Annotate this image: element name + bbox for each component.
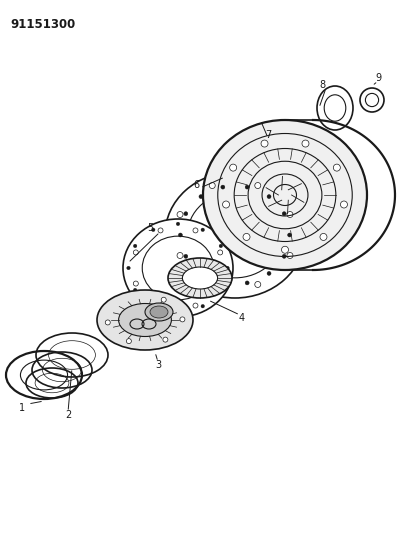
Circle shape <box>105 320 110 325</box>
Circle shape <box>178 233 182 237</box>
Circle shape <box>163 337 168 342</box>
Text: 5: 5 <box>147 223 153 233</box>
Circle shape <box>177 253 183 259</box>
Circle shape <box>267 271 271 276</box>
Circle shape <box>161 297 166 302</box>
Circle shape <box>230 164 237 171</box>
Circle shape <box>152 304 155 308</box>
Text: 4: 4 <box>239 313 245 323</box>
Circle shape <box>221 185 225 189</box>
Circle shape <box>133 244 137 248</box>
Circle shape <box>221 281 225 285</box>
Circle shape <box>243 233 250 240</box>
Circle shape <box>152 228 155 232</box>
Circle shape <box>193 228 198 233</box>
Circle shape <box>218 281 223 286</box>
Circle shape <box>288 233 292 237</box>
Circle shape <box>255 281 261 287</box>
Circle shape <box>302 140 309 147</box>
Circle shape <box>333 164 340 171</box>
Text: 3: 3 <box>155 360 161 370</box>
Circle shape <box>282 254 286 259</box>
Circle shape <box>219 288 223 292</box>
Ellipse shape <box>150 306 168 318</box>
Circle shape <box>199 271 203 276</box>
Circle shape <box>218 250 223 255</box>
Circle shape <box>287 253 293 259</box>
Circle shape <box>201 228 205 232</box>
Circle shape <box>127 266 130 270</box>
Circle shape <box>184 212 188 216</box>
Circle shape <box>199 195 203 199</box>
Circle shape <box>209 182 215 189</box>
Text: 1: 1 <box>19 403 25 413</box>
Text: 7: 7 <box>265 130 271 140</box>
Circle shape <box>133 288 137 292</box>
Circle shape <box>209 281 215 287</box>
Circle shape <box>226 266 229 270</box>
Text: 2: 2 <box>65 410 71 420</box>
Text: 91151300: 91151300 <box>10 18 75 31</box>
Circle shape <box>177 212 183 217</box>
Circle shape <box>126 338 131 344</box>
Circle shape <box>201 304 205 308</box>
Circle shape <box>287 212 293 217</box>
Ellipse shape <box>123 219 233 317</box>
Circle shape <box>219 244 223 248</box>
Ellipse shape <box>165 172 305 298</box>
Circle shape <box>193 303 198 308</box>
Circle shape <box>320 233 327 240</box>
Circle shape <box>133 250 138 255</box>
Ellipse shape <box>168 258 232 298</box>
Ellipse shape <box>142 236 214 300</box>
Ellipse shape <box>203 120 367 270</box>
Circle shape <box>282 212 286 216</box>
Ellipse shape <box>145 303 173 321</box>
Circle shape <box>255 182 261 189</box>
Ellipse shape <box>182 267 217 289</box>
Circle shape <box>261 140 268 147</box>
Text: 8: 8 <box>319 80 325 90</box>
Text: 9: 9 <box>375 73 381 83</box>
Circle shape <box>133 281 138 286</box>
Ellipse shape <box>119 303 172 336</box>
Circle shape <box>176 310 180 314</box>
Circle shape <box>223 201 229 208</box>
Circle shape <box>158 303 163 308</box>
Circle shape <box>176 222 180 225</box>
Circle shape <box>184 254 188 259</box>
Circle shape <box>245 185 249 189</box>
Circle shape <box>180 317 185 322</box>
Circle shape <box>245 281 249 285</box>
Circle shape <box>158 228 163 233</box>
Text: 6: 6 <box>193 180 199 190</box>
Ellipse shape <box>188 192 282 278</box>
Circle shape <box>282 246 288 253</box>
Circle shape <box>340 201 348 208</box>
Circle shape <box>267 195 271 199</box>
Ellipse shape <box>97 290 193 350</box>
